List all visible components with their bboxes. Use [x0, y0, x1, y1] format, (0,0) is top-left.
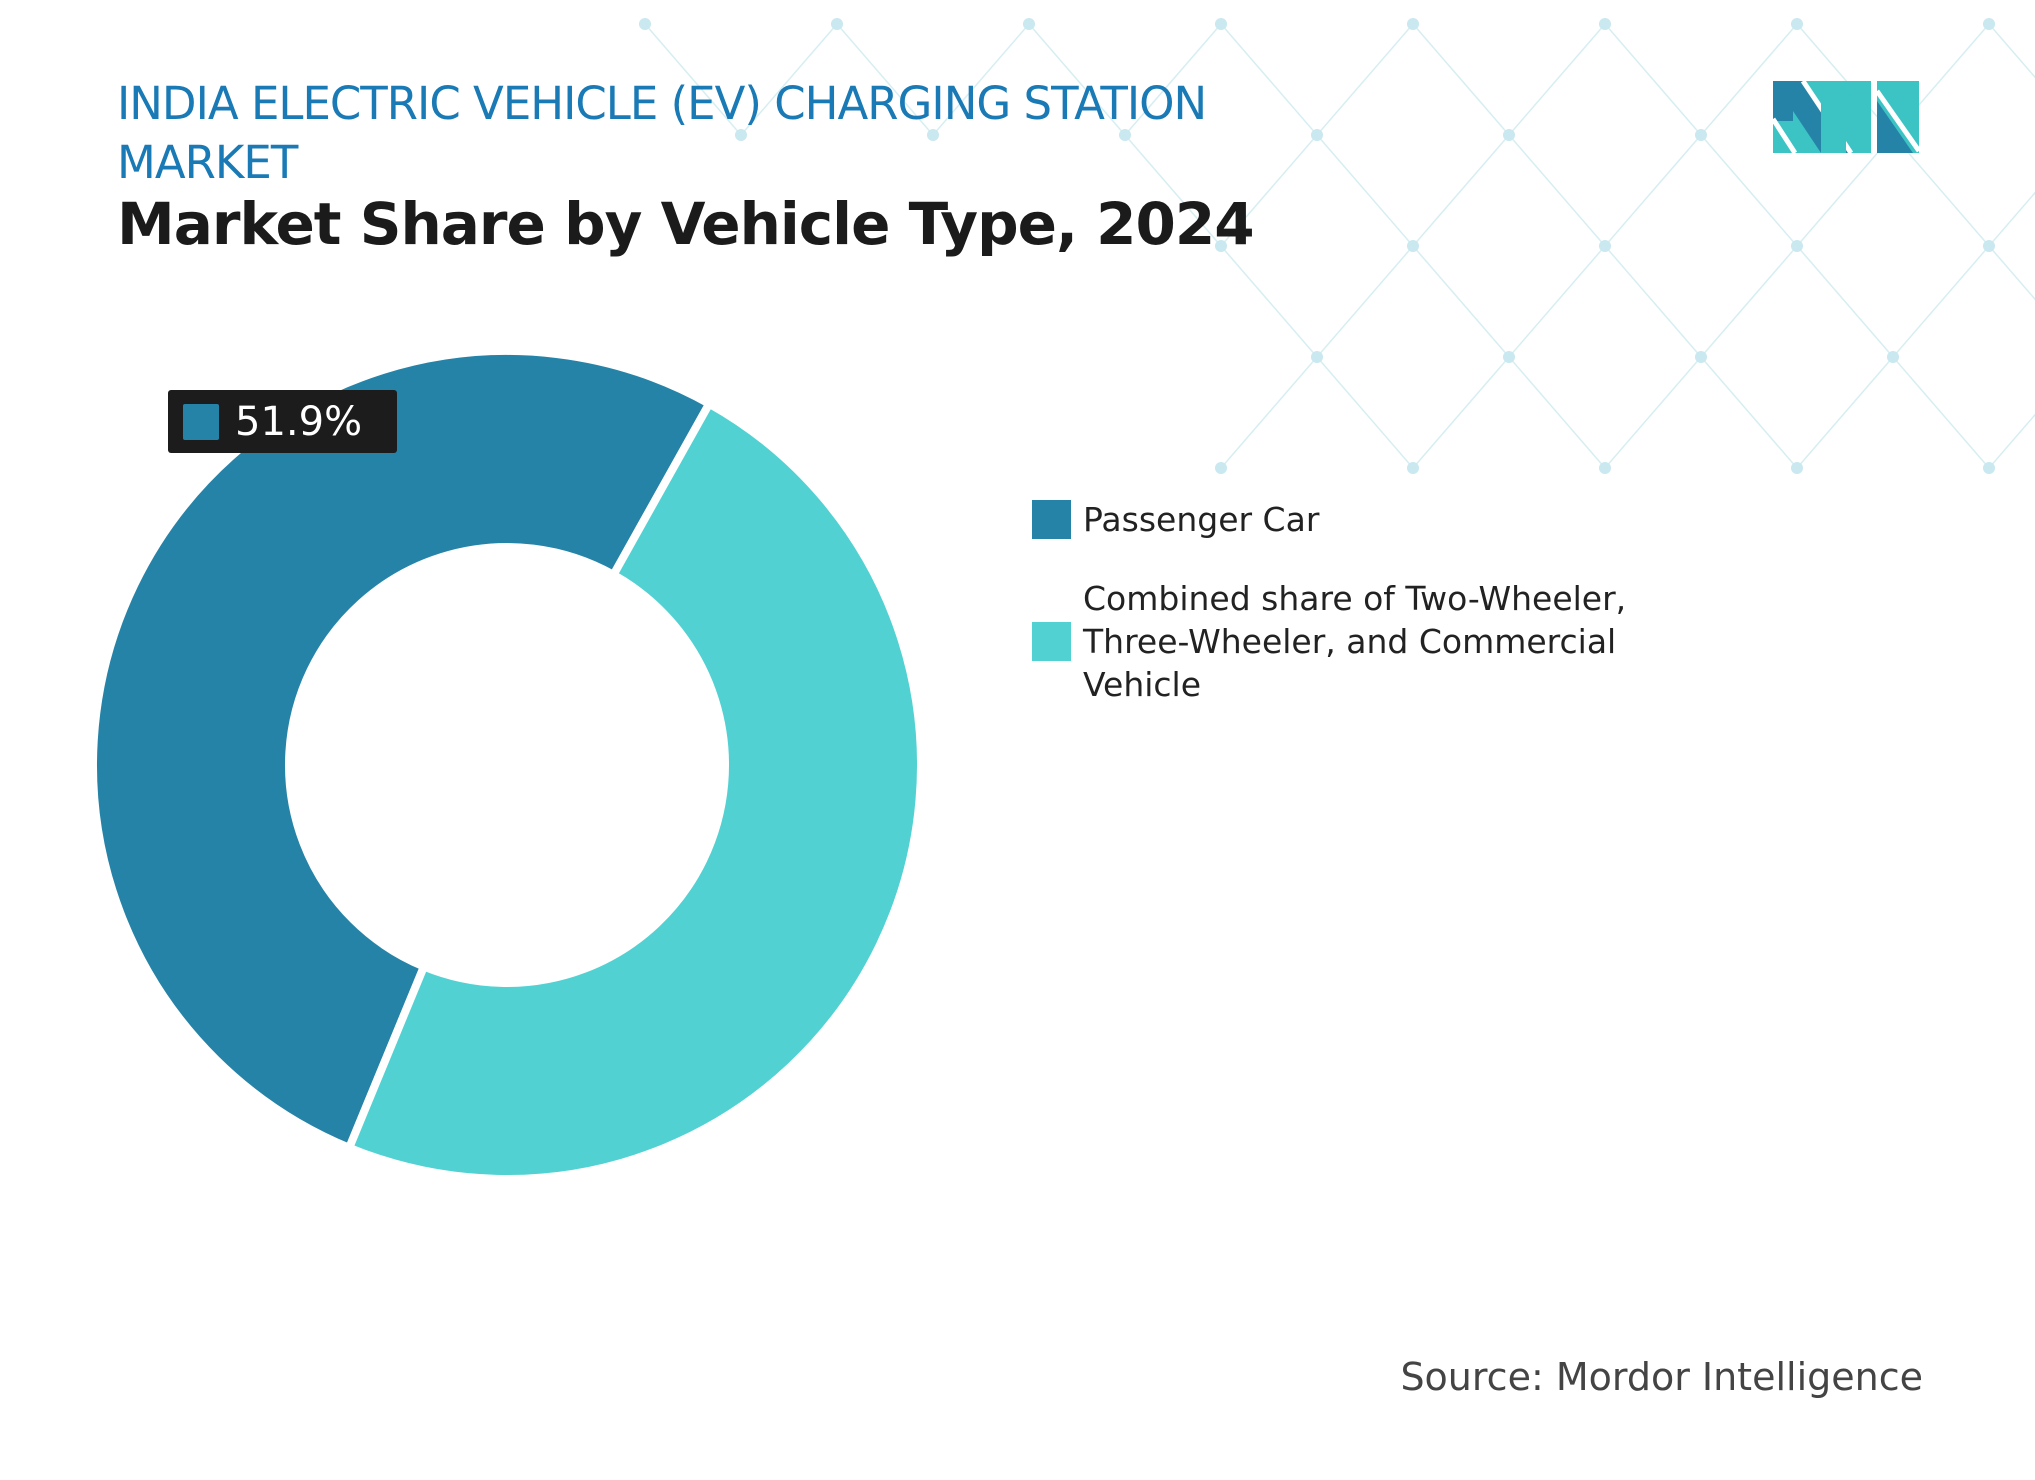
pattern-dot — [1791, 462, 1803, 474]
donut-slice-combined-share — [344, 398, 925, 1183]
legend-label: Passenger Car — [1083, 500, 1320, 539]
pattern-dot — [1215, 462, 1227, 474]
legend-item-combined-share: Combined share of Two-Wheeler, Three-Whe… — [1032, 577, 1732, 706]
pattern-dot — [927, 129, 939, 141]
chart-subtitle: Market Share by Vehicle Type, 2024 — [117, 190, 1255, 258]
pattern-dot — [1215, 18, 1227, 30]
data-label-text: 51.9% — [235, 398, 363, 445]
pattern-dot — [1407, 462, 1419, 474]
pattern-dot — [1599, 462, 1611, 474]
pattern-dot — [1599, 240, 1611, 252]
donut-slice-passenger-car — [88, 347, 715, 1153]
pattern-dot — [735, 129, 747, 141]
pattern-dot — [1407, 240, 1419, 252]
pattern-dot — [1983, 18, 1995, 30]
pattern-dot — [1791, 18, 1803, 30]
pattern-dot — [1599, 18, 1611, 30]
pattern-dot — [1311, 351, 1323, 363]
chart-legend: Passenger Car Combined share of Two-Whee… — [1032, 498, 1732, 742]
mordor-intelligence-logo — [1773, 81, 1919, 153]
pattern-dot — [639, 18, 651, 30]
pattern-dot — [1023, 18, 1035, 30]
pattern-dot — [1695, 351, 1707, 363]
pattern-dot — [1407, 18, 1419, 30]
pattern-dot — [1311, 129, 1323, 141]
data-label-passenger-car: 51.9% — [168, 390, 397, 453]
pattern-dot — [831, 18, 843, 30]
pattern-dot — [1983, 462, 1995, 474]
pattern-dot — [1503, 351, 1515, 363]
pattern-dot — [1983, 240, 1995, 252]
pattern-dot — [1695, 129, 1707, 141]
pattern-dot — [1503, 129, 1515, 141]
legend-swatch — [1032, 500, 1071, 539]
legend-label: Combined share of Two-Wheeler, Three-Whe… — [1083, 579, 1627, 704]
report-title: INDIA ELECTRIC VEHICLE (EV) CHARGING STA… — [117, 77, 1207, 189]
legend-item-passenger-car: Passenger Car — [1032, 498, 1732, 541]
legend-swatch — [1032, 622, 1071, 661]
pattern-dot — [1791, 240, 1803, 252]
pattern-dot — [1119, 129, 1131, 141]
data-label-swatch — [183, 403, 219, 440]
source-note: Source: Mordor Intelligence — [1400, 1355, 1923, 1399]
pattern-dot — [1887, 351, 1899, 363]
pattern-dot — [1215, 240, 1227, 252]
